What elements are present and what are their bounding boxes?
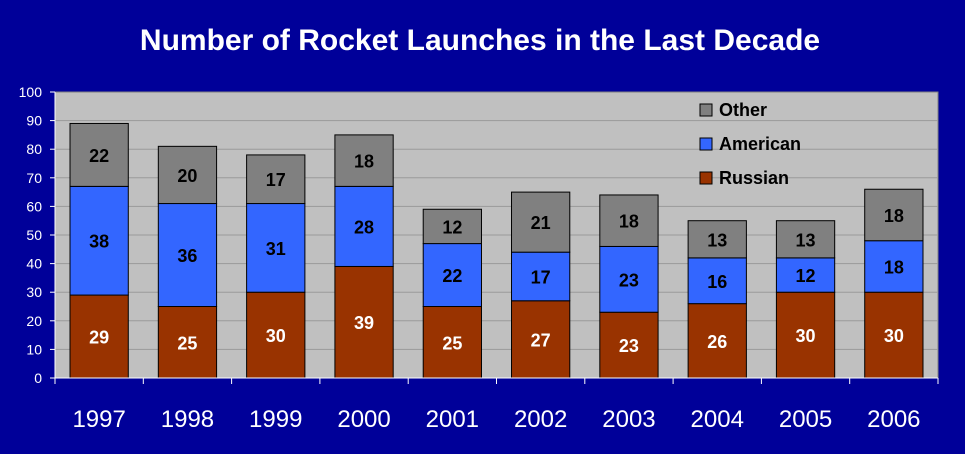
data-label: 16 [707, 272, 727, 292]
data-label: 22 [442, 266, 462, 286]
bar-other-2004 [687, 220, 747, 259]
y-tick-label: 80 [26, 141, 42, 157]
data-label: 27 [531, 330, 551, 350]
y-tick-label: 70 [26, 170, 42, 186]
legend-swatch-russian [699, 171, 713, 185]
x-tick-label: 1997 [72, 406, 125, 433]
data-label: 18 [884, 257, 904, 277]
y-tick-label: 40 [26, 256, 42, 272]
data-label: 30 [884, 326, 904, 346]
data-label: 26 [707, 332, 727, 352]
bar-american-2002 [511, 251, 571, 302]
data-label: 21 [531, 213, 551, 233]
bar-american-2001 [422, 243, 482, 307]
data-label: 30 [266, 326, 286, 346]
bar-american-2000 [334, 185, 394, 267]
bar-russian-1998 [157, 306, 218, 379]
legend-label-russian: Russian [719, 168, 789, 188]
bar-russian-1997 [69, 294, 129, 379]
data-label: 12 [796, 266, 816, 286]
bar-american-1997 [69, 185, 129, 296]
data-label: 29 [89, 328, 109, 348]
y-tick-label: 0 [34, 370, 42, 386]
x-tick-label: 2005 [779, 406, 832, 433]
data-label: 13 [707, 230, 727, 250]
bar-other-2001 [422, 208, 482, 245]
x-axis: 1997 1998 1999 2000 2001 2002 2003 2004 2005 2006 [54, 377, 939, 433]
data-label: 28 [354, 217, 374, 237]
bar-american-2003 [599, 245, 659, 313]
bar-american-2004 [687, 257, 747, 305]
x-tick-label: 1999 [249, 406, 302, 433]
bar-russian-2004 [687, 303, 747, 379]
x-tick-label: 1998 [161, 406, 214, 433]
bar-russian-2005 [775, 291, 836, 379]
data-label: 18 [619, 212, 639, 232]
y-tick-label: 100 [19, 84, 43, 100]
data-label: 39 [354, 313, 374, 333]
bar-other-2002 [511, 191, 571, 253]
bar-other-1997 [69, 122, 129, 187]
bar-american-2005 [775, 257, 836, 293]
bar-other-1998 [157, 145, 218, 205]
x-tick-label: 2002 [514, 406, 567, 433]
data-label: 25 [442, 333, 462, 353]
bar-russian-2006 [864, 291, 924, 379]
legend-label-american: American [719, 134, 801, 154]
data-label: 30 [796, 326, 816, 346]
legend-swatch-american [699, 137, 713, 151]
y-tick-label: 60 [26, 198, 42, 214]
bar-russian-1999 [246, 291, 306, 379]
legend: Other American Russian [699, 100, 801, 188]
data-label: 18 [884, 206, 904, 226]
bar-russian-2003 [599, 311, 659, 379]
data-label: 18 [354, 152, 374, 172]
data-label: 12 [442, 217, 462, 237]
bar-other-2006 [864, 188, 924, 242]
bar-other-2005 [775, 220, 836, 259]
bar-russian-2001 [422, 306, 482, 379]
data-label: 17 [531, 267, 551, 287]
bars: 29 38 22 25 36 20 30 31 17 39 28 18 25 22 12 27 17 21 23 23… [69, 122, 924, 379]
data-label: 36 [177, 246, 197, 266]
data-label: 22 [89, 146, 109, 166]
y-tick-label: 20 [26, 313, 42, 329]
y-tick-label: 50 [26, 227, 42, 243]
bar-other-2000 [334, 134, 394, 187]
chart-title: Number of Rocket Launches in the Last De… [140, 24, 820, 57]
bar-other-1999 [246, 154, 306, 205]
data-label: 17 [266, 170, 286, 190]
legend-swatch-other [699, 103, 713, 117]
x-tick-label: 2003 [602, 406, 655, 433]
x-tick-label: 2001 [426, 406, 479, 433]
bar-american-1998 [157, 203, 218, 307]
x-tick-label: 2006 [867, 406, 920, 433]
y-tick-label: 10 [26, 341, 42, 357]
data-label: 23 [619, 270, 639, 290]
bar-american-2006 [864, 240, 924, 293]
bar-other-2003 [599, 194, 659, 247]
data-label: 31 [266, 239, 286, 259]
legend-label-other: Other [719, 100, 767, 120]
y-tick-label: 90 [26, 113, 42, 129]
y-tick-label: 30 [26, 284, 42, 300]
data-label: 38 [89, 232, 109, 252]
x-tick-label: 2000 [337, 406, 390, 433]
data-label: 25 [177, 333, 197, 353]
data-label: 23 [619, 336, 639, 356]
x-tick-label: 2004 [691, 406, 744, 433]
y-axis: 0 10 20 30 40 50 60 70 80 90 100 [19, 84, 56, 386]
data-label: 20 [177, 166, 197, 186]
data-label: 13 [796, 230, 816, 250]
